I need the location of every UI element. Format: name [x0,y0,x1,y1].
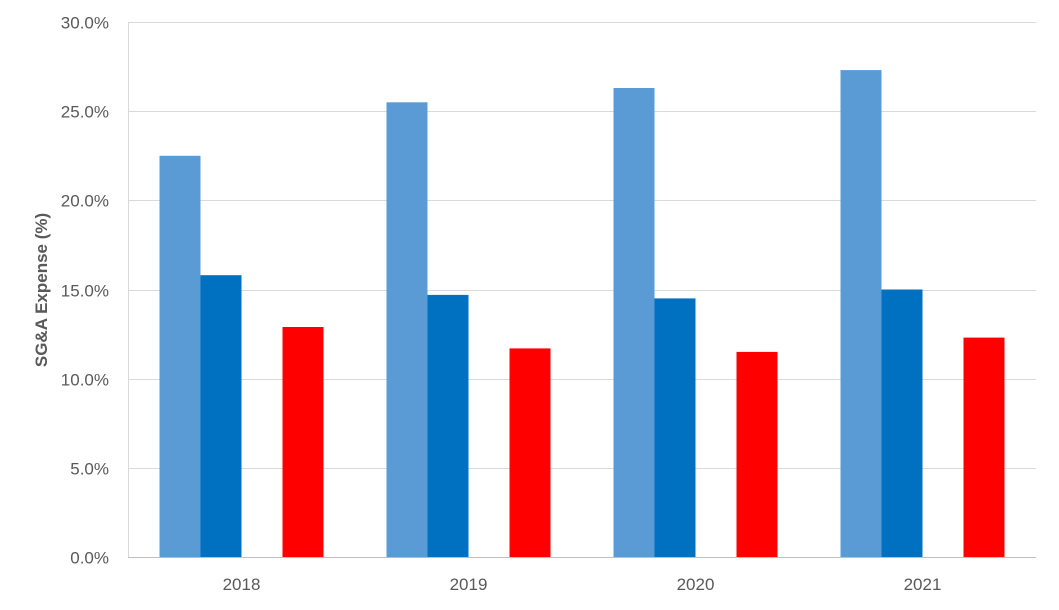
x-tick-label: 2019 [450,575,488,594]
y-axis-title: SG&A Expense (%) [32,213,51,367]
bar [200,275,242,557]
bar [613,88,655,557]
x-tick-label: 2021 [904,575,942,594]
bar [963,337,1005,557]
y-tick-label: 30.0% [61,14,109,33]
bars [159,70,1005,558]
tick-labels: 0.0% 5.0% 10.0% 15.0% 20.0% 25.0% 30.0% 2018 201… [61,14,942,595]
bar [736,351,778,557]
bar [654,298,696,557]
axes [128,22,1036,558]
bar [840,70,882,557]
bar [427,294,469,557]
y-tick-label: 20.0% [61,192,109,211]
bar [386,102,428,558]
bar [282,327,324,557]
bar [509,348,551,557]
x-tick-label: 2018 [223,575,261,594]
bar [881,289,923,557]
x-tick-label: 2020 [677,575,715,594]
y-tick-label: 5.0% [70,460,109,479]
y-tick-label: 15.0% [61,282,109,301]
bar [159,155,201,558]
y-tick-label: 25.0% [61,103,109,122]
y-tick-label: 0.0% [70,549,109,568]
y-tick-label: 10.0% [61,371,109,390]
